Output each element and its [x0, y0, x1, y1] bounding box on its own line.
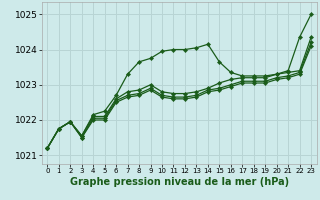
X-axis label: Graphe pression niveau de la mer (hPa): Graphe pression niveau de la mer (hPa) [70, 177, 289, 187]
